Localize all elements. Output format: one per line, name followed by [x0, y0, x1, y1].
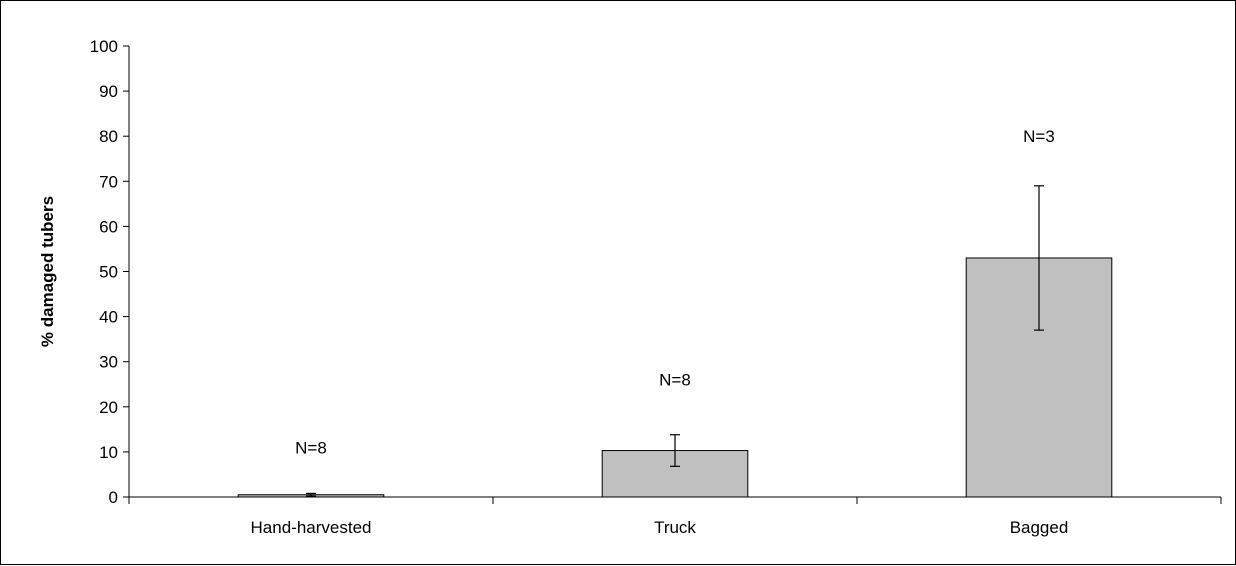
x-tick-label: Bagged — [1010, 518, 1069, 537]
y-tick-label: 0 — [109, 488, 118, 507]
x-tick-label: Truck — [654, 518, 696, 537]
sample-size-annotation: N=3 — [1023, 127, 1055, 146]
error-bars-group — [306, 185, 1044, 497]
x-tick-label: Hand-harvested — [251, 518, 372, 537]
y-tick-label: 40 — [99, 308, 118, 327]
annotations-group: N=8 N=8 N=3 — [295, 127, 1055, 457]
sample-size-annotation: N=8 — [295, 438, 327, 457]
y-tick-label: 100 — [90, 37, 118, 56]
y-tick-label: 30 — [99, 353, 118, 372]
y-tick-label: 90 — [99, 82, 118, 101]
y-tick-label: 80 — [99, 127, 118, 146]
axes-group — [128, 46, 1221, 498]
sample-size-annotation: N=8 — [659, 371, 691, 390]
x-axis-ticks — [128, 497, 1222, 504]
y-axis-label: % damaged tubers — [38, 196, 57, 347]
y-tick-label: 60 — [99, 217, 118, 236]
x-axis-labels: Hand-harvested Truck Bagged — [251, 518, 1069, 537]
y-tick-label: 70 — [99, 172, 118, 191]
y-tick-label: 20 — [99, 398, 118, 417]
y-tick-label: 50 — [99, 263, 118, 282]
y-tick-label: 10 — [99, 443, 118, 462]
y-axis-ticks: 0 10 20 30 40 50 60 70 80 90 100 — [90, 37, 129, 507]
